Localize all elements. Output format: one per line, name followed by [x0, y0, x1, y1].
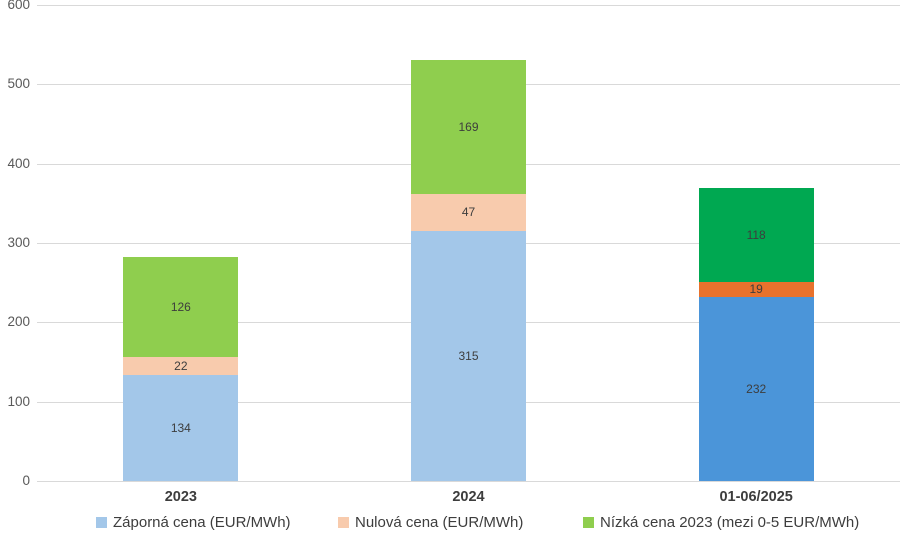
bar-value-label: 232: [746, 381, 767, 396]
bar-value-label: 169: [458, 119, 479, 134]
bar-value-label: 47: [461, 205, 476, 220]
bar-value-label: 315: [458, 349, 479, 364]
legend-item: Záporná cena (EUR/MWh): [96, 514, 291, 531]
y-axis-tick-label: 300: [7, 235, 30, 250]
bar-segment: 118: [698, 188, 814, 282]
bar-segment: 169: [411, 59, 526, 194]
y-axis-tick-label: 500: [7, 76, 30, 92]
y-axis-tick-label: 100: [7, 393, 30, 409]
y-axis-tick-label: 0: [22, 473, 30, 488]
x-axis-line: [37, 481, 900, 482]
bar-segment: 134: [123, 374, 239, 481]
bar-segment: 47: [411, 193, 526, 232]
legend-item: Nulová cena (EUR/MWh): [338, 514, 523, 531]
legend-swatch-icon: [338, 517, 349, 528]
y-axis-tick-label: 600: [7, 0, 30, 12]
plot-area: 0 100 200 300 400 500 600 134 22 126 2023 315 47 169 2…: [7, 0, 900, 505]
legend: Záporná cena (EUR/MWh) Nulová cena (EUR/M…: [0, 514, 900, 535]
legend-swatch-icon: [96, 517, 107, 528]
gridline: [37, 5, 900, 6]
y-axis-tick-label: 200: [7, 314, 30, 330]
bar-segment: 315: [411, 231, 526, 481]
bar-segment: 22: [123, 357, 239, 375]
legend-label: Nízká cena 2023 (mezi 0-5 EUR/MWh): [600, 514, 860, 531]
bar-segment: 232: [698, 296, 814, 481]
x-axis-label: 01-06/2025: [719, 489, 793, 505]
bar-value-label: 118: [746, 228, 766, 243]
bar-value-label: 22: [174, 358, 188, 373]
bar-value-label: 134: [170, 420, 191, 435]
bar-value-label: 126: [170, 300, 191, 315]
bar-segment: 19: [698, 281, 814, 297]
x-axis-label: 2024: [452, 489, 485, 505]
bar-segment: 126: [123, 257, 239, 358]
y-axis-tick-label: 400: [7, 155, 30, 171]
legend-item: Nízká cena 2023 (mezi 0-5 EUR/MWh): [583, 514, 859, 531]
legend-label: Záporná cena (EUR/MWh): [113, 514, 291, 531]
legend-swatch-icon: [583, 517, 594, 528]
bar-value-label: 19: [749, 282, 763, 297]
x-axis-label: 2023: [164, 489, 197, 505]
legend-label: Nulová cena (EUR/MWh): [355, 514, 524, 531]
